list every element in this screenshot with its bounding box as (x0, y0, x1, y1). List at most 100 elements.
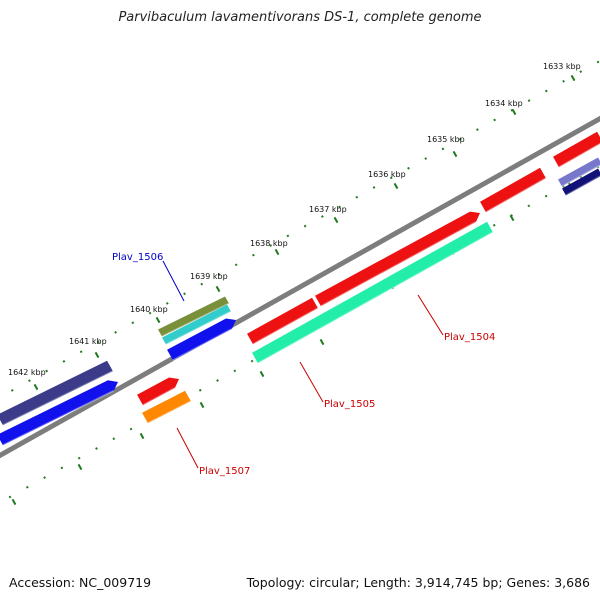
feature-teal-plav-1505 (252, 221, 494, 365)
upper-scale-dot (596, 60, 600, 64)
feature-navy-left-shine (2, 370, 114, 427)
kbp-label-1642: 1642 kbp (8, 368, 46, 377)
kbp-label-1637: 1637 kbp (309, 205, 347, 214)
upper-scale-dot (10, 388, 14, 392)
feature-orange-body (142, 390, 191, 424)
upper-scale-dot (338, 205, 341, 209)
upper-scale-dot (355, 195, 359, 199)
lower-major-tick (259, 370, 265, 378)
feature-red-plav-1507-body (137, 377, 179, 406)
upper-major-tick (333, 216, 339, 224)
lower-scale-dot (596, 165, 600, 169)
feature-navy-left (0, 360, 114, 427)
kbp-label-1636: 1636 kbp (368, 170, 406, 179)
upper-scale-dot (303, 224, 307, 228)
upper-scale-dot (320, 215, 324, 218)
feature-blue-left-body (0, 380, 118, 446)
feature-blue-mid-shine (172, 328, 233, 362)
upper-major-tick (94, 351, 100, 359)
leader-line-plav-1507 (176, 427, 199, 469)
kbp-label-1634: 1634 kbp (485, 99, 523, 108)
lower-scale-dot (544, 194, 548, 198)
feature-red-2-body (247, 297, 318, 345)
lower-scale-dot (579, 175, 583, 179)
kbp-label-1640: 1640 kbp (130, 305, 168, 314)
feature-red-1-body (480, 167, 546, 213)
lower-scale-dot (112, 437, 116, 441)
feature-blue-mid (167, 318, 236, 362)
upper-scale-dot (407, 166, 410, 170)
upper-major-tick (155, 316, 161, 324)
feature-cyan (162, 304, 232, 346)
lower-scale-dot (527, 204, 531, 208)
gene-label-plav-1504[interactable]: Plav_1504 (444, 332, 495, 343)
feature-red-plav-1507-shine (142, 387, 176, 407)
feature-lilac-right (558, 157, 600, 188)
leader-line-plav-1505 (299, 361, 324, 403)
upper-scale-dot (389, 176, 393, 180)
lower-scale-dot (60, 466, 64, 470)
lower-scale-dot (43, 476, 46, 479)
upper-major-tick (33, 383, 39, 391)
feature-blue-mid-body (167, 318, 236, 361)
upper-scale-dot (562, 79, 565, 83)
lower-scale-dot (8, 495, 12, 499)
gene-label-plav-1505[interactable]: Plav_1505 (324, 399, 375, 410)
upper-scale-dot (62, 360, 66, 363)
feature-red-far-right (553, 131, 600, 169)
upper-scale-dot (200, 282, 204, 286)
feature-orange-shine (147, 400, 192, 425)
lower-scale-dot (129, 427, 133, 431)
lower-scale-dot (233, 369, 237, 373)
feature-red-plav-1504-body (315, 211, 480, 307)
topology-text: Topology: circular; Length: 3,914,745 bp… (246, 575, 590, 590)
feature-olive-plav-1506-body (158, 296, 229, 337)
feature-cyan-body (162, 304, 231, 345)
upper-scale-dot (234, 263, 238, 267)
upper-scale-dot (476, 128, 479, 131)
upper-major-tick (215, 285, 221, 293)
gene-label-plav-1506[interactable]: Plav_1506 (112, 252, 163, 263)
upper-scale-dot (527, 99, 531, 102)
lower-major-tick (199, 401, 205, 409)
upper-scale-dot (97, 340, 100, 344)
kbp-label-1633: 1633 kbp (543, 62, 581, 71)
feature-cyan-shine (165, 310, 232, 346)
scale-dots (8, 60, 600, 499)
feature-lilac-right-shine (561, 164, 600, 188)
upper-major-tick (570, 74, 576, 82)
upper-scale-dot (165, 302, 169, 305)
upper-scale-dot (28, 379, 31, 383)
upper-major-tick (511, 108, 517, 116)
upper-scale-dot (114, 331, 117, 334)
upper-scale-dot (544, 89, 548, 93)
map-title: Parvibaculum lavamentivorans DS-1, compl… (118, 10, 482, 25)
upper-scale-dot (45, 369, 49, 373)
upper-scale-dot (286, 234, 290, 238)
gene-label-plav-1507[interactable]: Plav_1507 (199, 466, 250, 477)
scale-ticks (11, 74, 576, 506)
feature-blue-left-shine (2, 389, 115, 447)
feature-blue-left (0, 380, 118, 447)
lower-scale-dot (562, 185, 565, 188)
upper-major-tick (274, 248, 280, 256)
feature-teal-plav-1505-shine (257, 231, 494, 365)
upper-major-tick (452, 150, 458, 158)
lower-scale-dot (198, 388, 202, 392)
upper-scale-dot (458, 137, 462, 141)
lower-major-tick (139, 432, 145, 440)
leader-line-plav-1506 (162, 260, 185, 302)
kbp-label-1635: 1635 kbp (427, 135, 465, 144)
lower-scale-dot (25, 485, 29, 489)
accession-text: Accession: NC_009719 (9, 575, 152, 590)
feature-darknavy-right (562, 168, 600, 197)
feature-red-plav-1507 (137, 377, 179, 407)
upper-scale-dot (252, 253, 255, 257)
feature-red-2-shine (252, 307, 319, 346)
lower-major-tick (11, 498, 17, 506)
upper-scale-dot (424, 157, 428, 160)
feature-darknavy-right-shine (565, 175, 600, 197)
feature-darknavy-right-body (562, 168, 600, 196)
kbp-label-1638: 1638 kbp (250, 239, 288, 248)
